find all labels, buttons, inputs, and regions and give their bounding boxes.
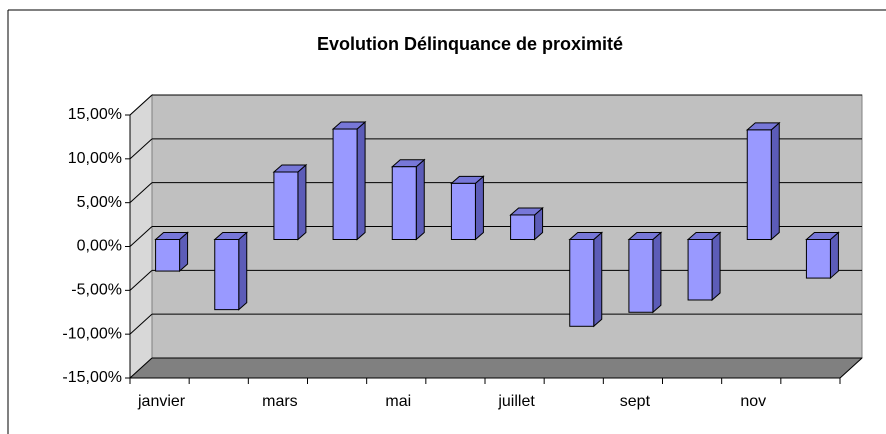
y-tick-label: -5,00% — [71, 282, 122, 299]
bar-side — [297, 163, 307, 241]
bar — [450, 182, 476, 240]
bar-side — [238, 231, 248, 311]
bar — [805, 239, 831, 279]
x-tick-label: nov — [740, 393, 766, 410]
bar-side — [652, 231, 662, 314]
y-tick-label: -15,00% — [62, 369, 122, 386]
x-tick-label: sept — [620, 393, 651, 410]
bar-side — [711, 231, 721, 302]
grid-line — [129, 138, 153, 160]
y-tick-label: 5,00% — [77, 194, 122, 211]
x-tick-label: mai — [385, 393, 411, 410]
grid-line — [129, 94, 153, 116]
grid-line — [129, 313, 153, 335]
bar — [746, 129, 772, 241]
x-tick-label: juillet — [497, 393, 535, 410]
bar — [569, 239, 595, 327]
bar-side — [770, 121, 780, 241]
bar-side — [593, 231, 603, 328]
grid-line — [129, 226, 153, 247]
y-tick-label: 10,00% — [68, 150, 122, 167]
bar — [510, 214, 536, 241]
bar — [155, 239, 181, 272]
floor — [128, 357, 864, 379]
x-axis — [839, 357, 863, 379]
x-tick-label: janvier — [137, 393, 186, 410]
bar — [687, 239, 713, 301]
grid-line — [129, 269, 153, 291]
chart-title: Evolution Délinquance de proximité — [317, 34, 623, 54]
bar — [391, 166, 417, 240]
bar — [214, 239, 240, 311]
bar-side — [474, 175, 484, 241]
y-tick-label: -10,00% — [62, 325, 122, 342]
grid-line — [129, 182, 153, 204]
bar — [332, 128, 358, 240]
bar-side — [829, 231, 839, 280]
bar-side — [415, 158, 425, 241]
y-tick-label: 0,00% — [77, 238, 122, 255]
y-tick-label: 15,00% — [68, 106, 122, 123]
bar — [273, 171, 299, 241]
grid-line — [129, 357, 153, 379]
bar-side — [356, 120, 366, 241]
bar — [628, 239, 654, 313]
x-tick-label: mars — [262, 393, 298, 410]
